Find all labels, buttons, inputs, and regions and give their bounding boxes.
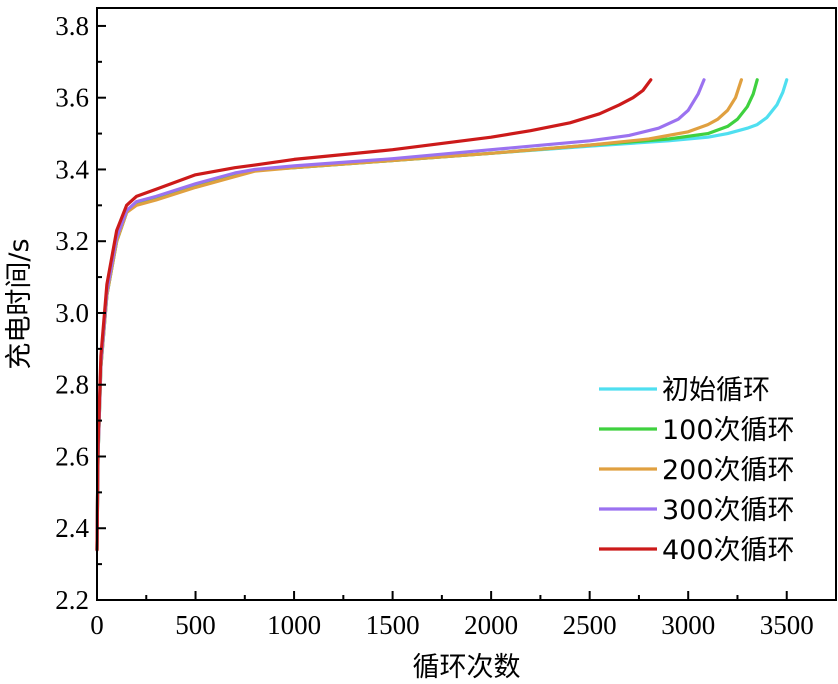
series-line-5 — [95, 78, 653, 552]
x-axis-title: 循环次数 — [413, 652, 521, 683]
x-axis-ticks: 0 500 1000 1500 2000 2500 3000 3500 — [90, 591, 814, 640]
series-line-2 — [95, 78, 759, 552]
x-tick-label: 1000 — [267, 610, 321, 640]
legend-label-1: 初始循环 — [662, 375, 770, 406]
x-tick-label: 500 — [175, 610, 216, 640]
legend: 初始循环 100次循环 200次循环 300次循环 400次循环 — [599, 375, 795, 566]
y-tick-label: 3.4 — [55, 154, 89, 184]
y-tick-label: 2.8 — [55, 370, 89, 400]
y-tick-label: 2.2 — [55, 585, 89, 615]
y-tick-label: 3.8 — [55, 11, 89, 41]
plot-lines — [95, 78, 789, 552]
legend-label-5: 400次循环 — [662, 535, 795, 566]
y-tick-label: 3.0 — [55, 298, 89, 328]
x-tick-label: 2000 — [464, 610, 518, 640]
series-line-3 — [95, 78, 743, 552]
x-tick-label: 3000 — [661, 610, 715, 640]
y-tick-label: 2.4 — [55, 513, 89, 543]
x-tick-label: 2500 — [563, 610, 617, 640]
y-tick-label: 3.6 — [55, 83, 89, 113]
y-axis-title: 充电时间/s — [4, 238, 35, 369]
y-tick-label: 2.6 — [55, 441, 89, 471]
x-tick-label: 0 — [90, 610, 104, 640]
plot-frame — [96, 7, 837, 601]
y-axis-ticks: 2.2 2.4 2.6 2.8 3.0 3.2 3.4 3.6 3.8 — [55, 11, 106, 615]
legend-label-2: 100次循环 — [662, 415, 795, 446]
legend-label-4: 300次循环 — [662, 495, 795, 526]
y-tick-label: 3.2 — [55, 226, 89, 256]
legend-label-3: 200次循环 — [662, 455, 795, 486]
x-tick-label: 1500 — [366, 610, 420, 640]
x-tick-label: 3500 — [760, 610, 814, 640]
